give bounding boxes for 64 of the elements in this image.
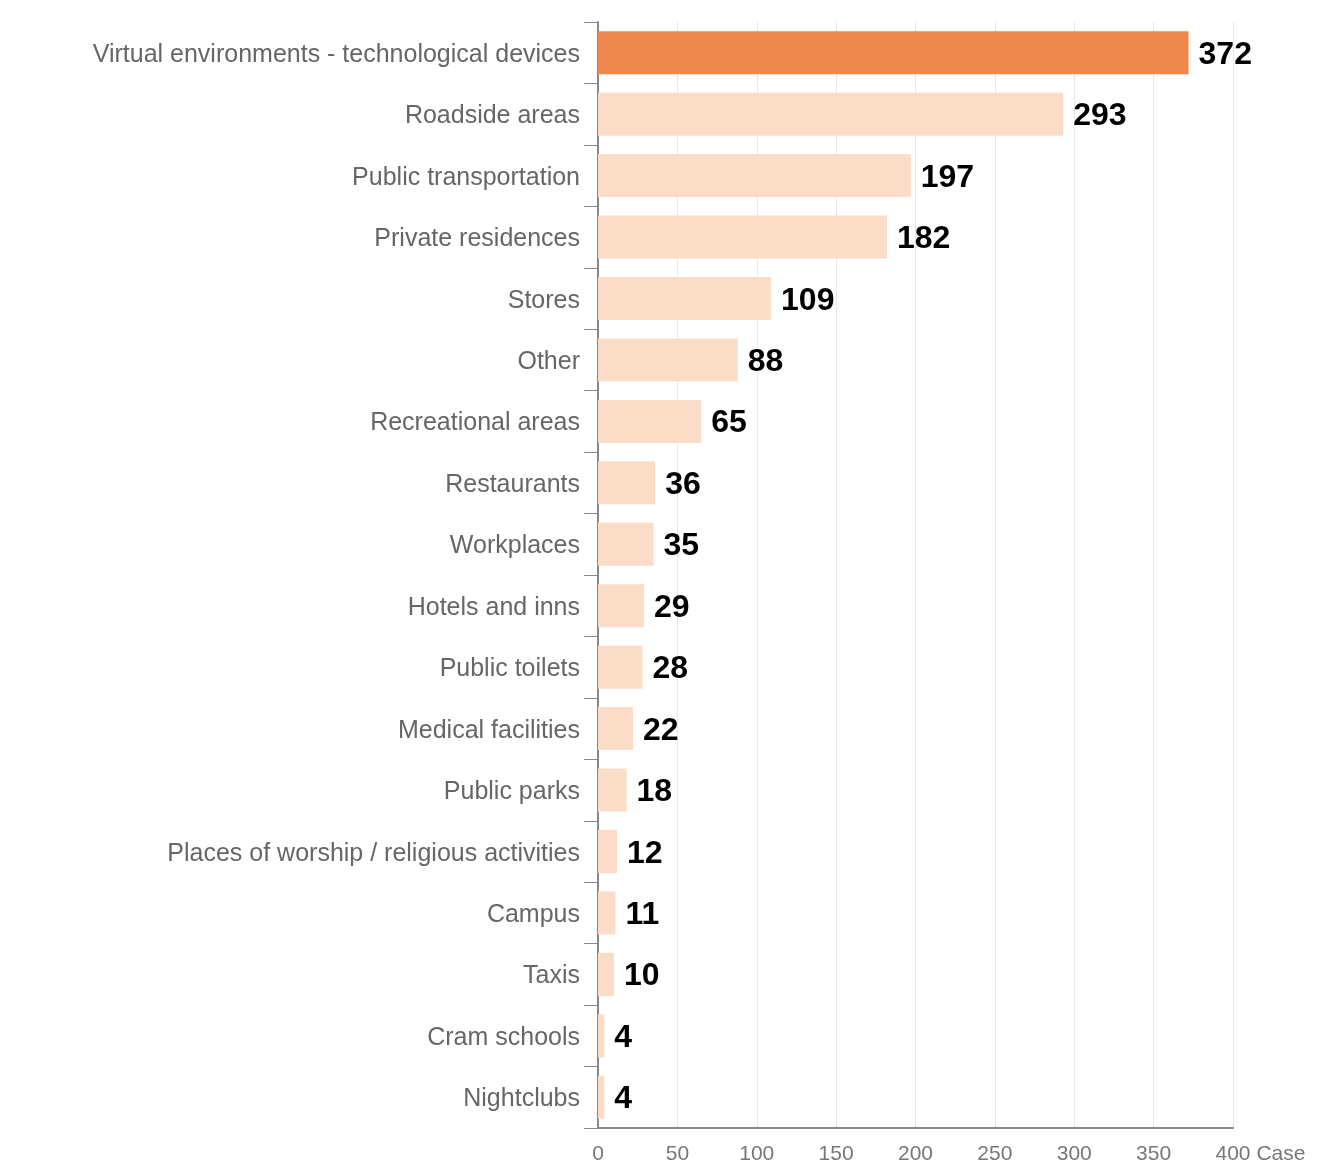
bar [598,891,616,935]
y-tick-label: Public toilets [439,653,580,682]
data-label: 11 [625,894,660,931]
data-label: 35 [663,526,700,563]
data-label: 12 [627,833,663,870]
y-tick-label: Nightclubs [463,1083,580,1112]
bar [598,952,614,996]
data-label: 88 [747,341,784,378]
x-tick-label: 250 [977,1141,1013,1164]
data-label: 4 [614,1079,633,1116]
data-label: 65 [711,403,747,440]
data-label: 22 [642,710,679,747]
y-tick-label: Cram schools [427,1021,580,1050]
bar [598,1075,605,1119]
y-tick-label: Hotels and inns [407,591,580,620]
bar [598,829,618,874]
data-label: 28 [652,649,689,686]
bar [598,31,1189,75]
bar [598,522,654,566]
y-tick-label: Public transportation [352,161,580,190]
y-tick-label: Roadside areas [404,100,580,129]
x-tick-label: 100 [739,1141,775,1164]
y-tick-label: Public parks [443,776,580,805]
data-label: 372 [1198,34,1252,71]
x-axis-title: Case [1256,1141,1306,1164]
y-tick-label: Campus [486,898,580,927]
bar [598,338,738,382]
y-tick-label: Private residences [374,223,580,252]
y-tick-label: Recreational areas [370,407,580,436]
data-label: 4 [614,1017,633,1054]
data-label: 36 [665,464,701,501]
x-tick-label: 400 [1215,1141,1251,1164]
x-tick-label: 300 [1056,1141,1092,1164]
y-tick-label: Virtual environments - technological devices [92,38,580,67]
bar [598,645,643,689]
x-tick-label: 350 [1136,1141,1172,1164]
bar [598,768,627,812]
y-tick-label: Other [517,345,580,374]
bar [598,707,633,751]
data-label: 293 [1073,96,1127,133]
bar [598,154,911,198]
y-tick-label: Medical facilities [397,714,580,743]
bar [598,1014,605,1058]
x-tick-label: 150 [818,1141,854,1164]
bar [598,584,645,628]
bar [598,399,702,443]
x-tick-label: 0 [592,1141,604,1164]
data-label: 197 [920,157,975,194]
data-label: 18 [636,772,673,809]
bar [598,276,772,321]
y-tick-label: Restaurants [445,468,580,497]
data-label: 182 [896,219,951,256]
data-label: 10 [623,956,660,993]
bar [598,215,887,259]
x-tick-label: 200 [897,1141,934,1164]
bar [598,92,1064,136]
data-label: 109 [781,280,835,317]
y-tick-label: Places of worship / religious activities [167,837,580,866]
x-tick-label: 50 [665,1141,690,1164]
y-tick-label: Workplaces [449,530,580,559]
y-tick-label: Stores [507,284,580,313]
bar [598,461,656,505]
y-tick-label: Taxis [523,960,580,989]
data-label: 29 [654,587,690,624]
